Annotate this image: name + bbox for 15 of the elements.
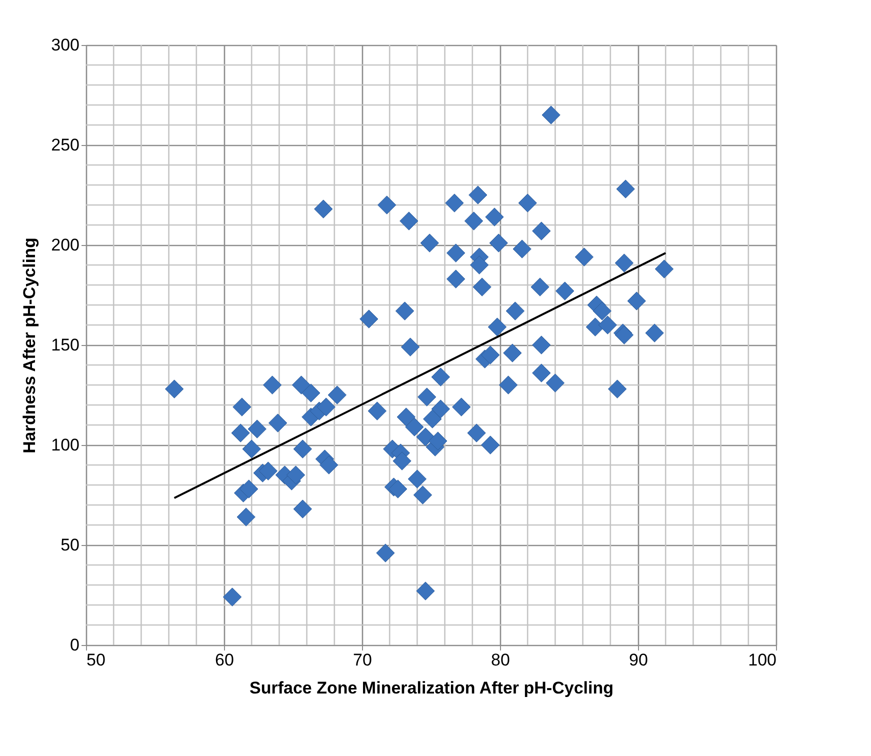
x-tick-label: 90 (629, 650, 648, 670)
x-tick-label: 80 (491, 650, 510, 670)
y-tick-label: 0 (70, 636, 80, 654)
y-tick-label: 250 (51, 136, 80, 154)
x-tick-label: 50 (86, 650, 106, 670)
y-tick-label: 300 (51, 36, 80, 54)
x-axis-title: Surface Zone Mineralization After pH-Cycling (250, 678, 614, 698)
x-tick-label: 100 (748, 650, 776, 670)
y-tick-label: 50 (60, 536, 80, 554)
x-tick-label: 70 (353, 650, 372, 670)
y-axis-title: Hardness After pH-Cycling (20, 238, 40, 454)
y-tick-label: 150 (51, 336, 80, 354)
y-tick-label: 200 (51, 236, 80, 254)
y-tick-label: 100 (51, 436, 80, 454)
x-tick-label: 60 (215, 650, 234, 670)
